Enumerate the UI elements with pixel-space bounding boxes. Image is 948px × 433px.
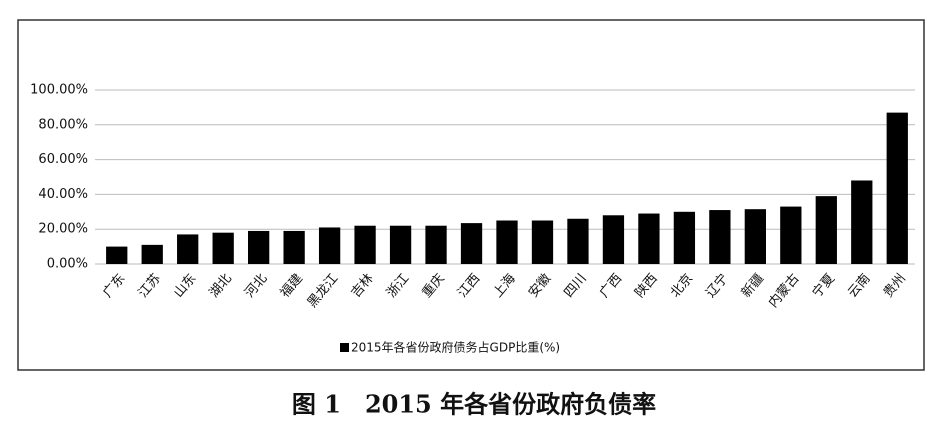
x-tick-label: 贵州 — [881, 271, 909, 301]
x-tick-label: 江苏 — [135, 271, 164, 301]
bar — [780, 206, 802, 264]
bar — [354, 225, 376, 264]
x-tick-label: 湖北 — [207, 271, 235, 301]
bar — [815, 196, 837, 264]
x-tick-label: 重庆 — [419, 271, 448, 301]
bar — [389, 225, 412, 264]
x-tick-label: 广东 — [100, 271, 128, 301]
chart-frame — [17, 19, 925, 371]
x-tick-label: 宁夏 — [809, 271, 838, 301]
x-tick-label: 广西 — [597, 271, 625, 301]
x-tick-label: 安徽 — [526, 271, 554, 301]
bar — [212, 232, 234, 264]
bar — [425, 225, 447, 264]
legend-marker — [340, 343, 349, 352]
bar — [248, 230, 270, 264]
x-tick-label: 山东 — [171, 271, 199, 301]
y-tick-label: 80.00% — [38, 117, 88, 132]
bar — [496, 220, 518, 264]
x-tick-label: 内蒙古 — [765, 271, 802, 311]
y-tick-label: 0.00% — [47, 257, 88, 272]
x-tick-label: 上海 — [491, 271, 519, 301]
bar — [460, 223, 483, 264]
legend-label: 2015年各省份政府债务占GDP比重(%) — [351, 340, 560, 355]
x-tick-label: 新疆 — [738, 271, 767, 301]
bar — [602, 215, 625, 264]
x-tick-label: 陕西 — [632, 271, 660, 301]
bar — [531, 220, 554, 264]
chart-caption: 图 1 2015 年各省份政府负债率 — [292, 390, 656, 419]
y-tick-label: 100.00% — [30, 83, 88, 98]
x-tick-label: 江西 — [455, 271, 483, 301]
x-tick-label: 浙江 — [384, 271, 412, 301]
x-tick-label: 黑龙江 — [305, 271, 342, 311]
bar — [851, 180, 873, 264]
y-tick-label: 40.00% — [38, 187, 88, 202]
x-tick-label: 吉林 — [349, 271, 377, 301]
bar — [318, 227, 341, 264]
bar — [673, 211, 696, 264]
x-tick-label: 河北 — [242, 271, 270, 301]
bar — [886, 112, 908, 265]
bar — [638, 213, 660, 264]
bar — [141, 244, 163, 264]
bar — [744, 209, 766, 264]
x-tick-label: 四川 — [561, 271, 589, 301]
y-tick-label: 20.00% — [38, 222, 88, 237]
y-tick-label: 60.00% — [38, 152, 88, 167]
bar — [283, 230, 305, 264]
bar — [709, 210, 731, 264]
bar — [567, 218, 589, 264]
x-tick-label: 云南 — [845, 271, 874, 301]
x-tick-label: 福建 — [278, 271, 306, 301]
x-tick-label: 北京 — [668, 271, 696, 301]
bar — [177, 234, 199, 264]
bar — [106, 246, 128, 264]
x-tick-label: 辽宁 — [703, 271, 732, 301]
